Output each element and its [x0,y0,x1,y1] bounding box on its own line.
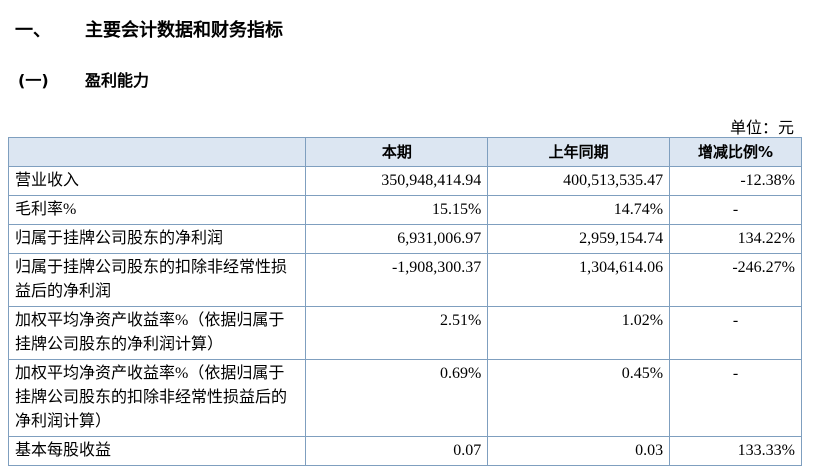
row-label: 归属于挂牌公司股东的净利润 [7,224,307,254]
column-header: 增减比例% [669,137,802,167]
cell: 134.22% [669,224,802,254]
cell: 6,931,006.97 [305,224,489,254]
table-row: 基本每股收益 0.07 0.03 133.33% [7,436,802,466]
subsection-number: (一) [18,71,49,90]
cell: 1.02% [487,306,671,360]
cell: 2.51% [305,306,489,360]
table-row: 归属于挂牌公司股东的扣除非经常性损益后的净利润 -1,908,300.37 1,30… [7,253,802,307]
table-row: 加权平均净资产收益率%（依据归属于挂牌公司股东的扣除非经常性损益后的净利润计算）… [7,359,802,437]
section-number: 一、 [15,20,51,41]
row-label: 归属于挂牌公司股东的扣除非经常性损益后的净利润 [7,253,307,307]
column-header: 本期 [305,137,489,167]
cell: 0.03 [487,436,671,466]
table-row: 毛利率% 15.15% 14.74% - [7,195,802,225]
cell: 0.45% [487,359,671,437]
cell: -246.27% [669,253,802,307]
cell: 0.07 [305,436,489,466]
subsection-title: 盈利能力 [85,71,150,90]
profit-table: 本期 上年同期 增减比例% 营业收入 350,948,414.94 400,513,53… [7,137,802,466]
section-title: 主要会计数据和财务指标 [85,20,283,41]
cell: - [669,359,802,437]
cell: 15.15% [305,195,489,225]
cell: 0.69% [305,359,489,437]
cell: 133.33% [669,436,802,466]
cell: - [669,195,802,225]
table-row: 归属于挂牌公司股东的净利润 6,931,006.97 2,959,154.74 134… [7,224,802,254]
table-row: 营业收入 350,948,414.94 400,513,535.47 -12.38% [7,166,802,196]
column-header: 上年同期 [487,137,671,167]
cell: 350,948,414.94 [305,166,489,196]
row-label: 营业收入 [7,166,307,196]
cell: 400,513,535.47 [487,166,671,196]
row-label: 基本每股收益 [7,436,307,466]
cell: 14.74% [487,195,671,225]
cell: - [669,306,802,360]
cell: 2,959,154.74 [487,224,671,254]
table-row: 加权平均净资产收益率%（依据归属于挂牌公司股东的净利润计算） 2.51% 1.02%… [7,306,802,360]
row-label: 加权平均净资产收益率%（依据归属于挂牌公司股东的扣除非经常性损益后的净利润计算） [7,359,307,437]
cell: 1,304,614.06 [487,253,671,307]
column-header [7,137,307,167]
row-label: 加权平均净资产收益率%（依据归属于挂牌公司股东的净利润计算） [7,306,307,360]
cell: -12.38% [669,166,802,196]
cell: -1,908,300.37 [305,253,489,307]
header-row: 本期 上年同期 增减比例% [7,137,802,167]
unit-label: 单位：元 [729,120,794,137]
row-label: 毛利率% [7,195,307,225]
